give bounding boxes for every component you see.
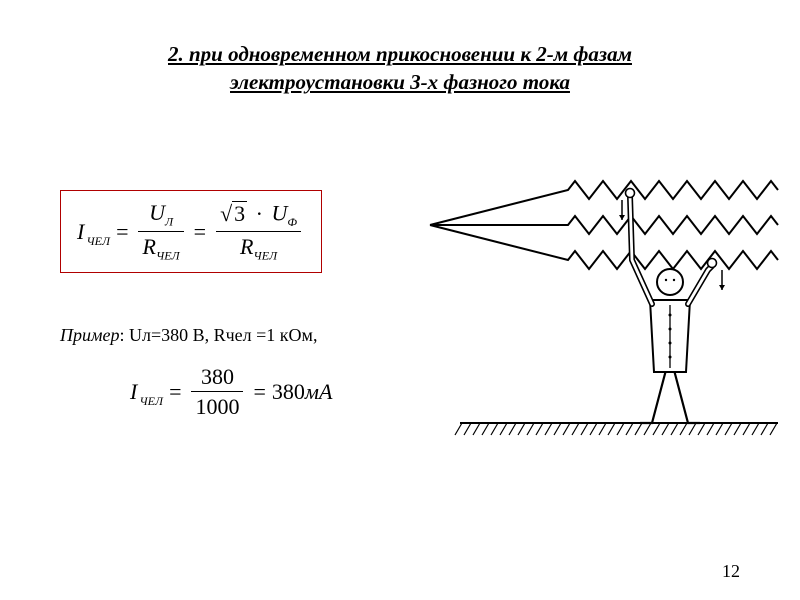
title-line1: 2. при одновременном прикосновении к 2-м… <box>168 42 632 66</box>
sqrt3: √3 <box>220 201 247 225</box>
frac-sqrt3Uf-over-Rchel: √3 · UФ RЧЕЛ <box>216 201 301 262</box>
title-line2: электроустановки 3-х фазного тока <box>230 70 570 94</box>
slide-title: 2. при одновременном прикосновении к 2-м… <box>0 40 800 97</box>
I-chel-2: I ЧЕЛ <box>130 379 163 405</box>
result-value: 380 <box>272 379 305 405</box>
formula-main: I ЧЕЛ = UЛ RЧЕЛ = √3 · UФ RЧЕЛ <box>60 190 322 273</box>
formula-example-calc: I ЧЕЛ = 380 1000 = 380мА <box>130 365 332 418</box>
result-unit: мА <box>305 379 332 405</box>
page-number: 12 <box>722 561 740 582</box>
touching-two-phases-diagram <box>400 155 780 455</box>
equals-1: = <box>116 219 128 245</box>
frac-Ul-over-Rchel: UЛ RЧЕЛ <box>138 201 183 262</box>
frac-380-1000: 380 1000 <box>191 365 243 418</box>
example-text: Пример: Uл=380 В, Rчел =1 кОм, <box>60 325 317 346</box>
I-chel: I ЧЕЛ <box>77 219 110 245</box>
equals-2: = <box>194 219 206 245</box>
